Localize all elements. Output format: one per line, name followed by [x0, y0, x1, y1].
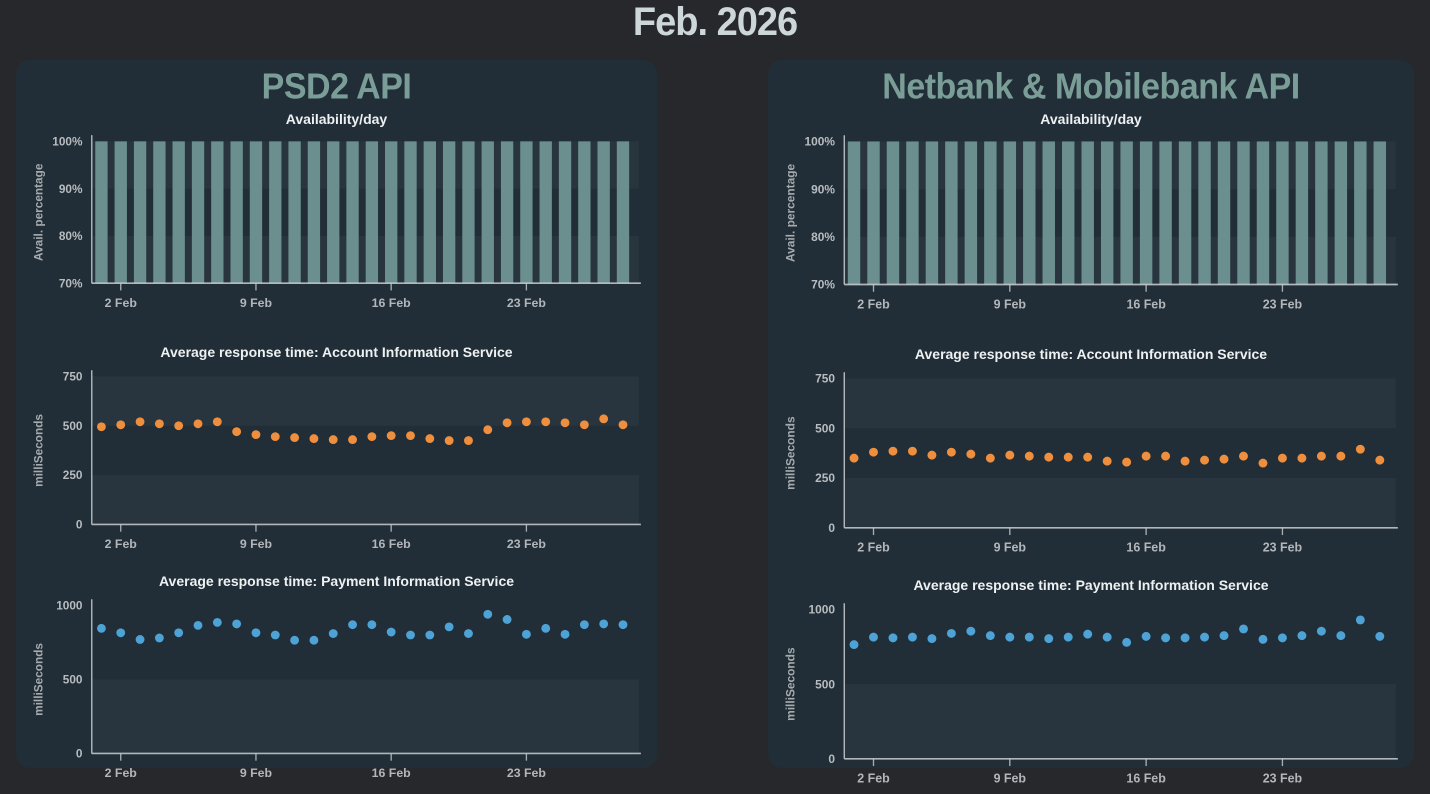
chart-title: Availability/day	[1040, 111, 1142, 127]
svg-text:70%: 70%	[59, 276, 83, 290]
pis-response-chart: Average response time: Payment Informati…	[28, 573, 645, 788]
svg-text:9 Feb: 9 Feb	[994, 771, 1027, 785]
svg-text:100%: 100%	[52, 134, 83, 148]
availability-bar-chart: 2 Feb 9 Feb 16 Feb 23 Feb 100% 90% 80% 70% Avail…	[31, 134, 641, 310]
svg-text:2 Feb: 2 Feb	[105, 537, 138, 551]
svg-text:0: 0	[76, 747, 83, 761]
svg-text:2 Feb: 2 Feb	[105, 767, 138, 781]
svg-text:16 Feb: 16 Feb	[372, 767, 412, 781]
svg-text:500: 500	[63, 419, 83, 433]
svg-text:500: 500	[815, 677, 835, 691]
svg-text:250: 250	[815, 471, 835, 485]
svg-text:0: 0	[828, 751, 835, 765]
chart-title: Average response time: Account Informati…	[160, 344, 513, 361]
svg-text:90%: 90%	[59, 182, 83, 196]
svg-text:16 Feb: 16 Feb	[1126, 297, 1166, 311]
svg-text:500: 500	[815, 421, 835, 435]
svg-text:23 Feb: 23 Feb	[1263, 771, 1303, 785]
chart-title: Average response time: Payment Informati…	[913, 576, 1269, 593]
svg-text:750: 750	[63, 370, 83, 384]
svg-text:0: 0	[76, 518, 83, 532]
svg-text:2 Feb: 2 Feb	[857, 540, 890, 554]
svg-text:16 Feb: 16 Feb	[1126, 771, 1166, 785]
svg-text:9 Feb: 9 Feb	[240, 537, 273, 551]
svg-text:2 Feb: 2 Feb	[857, 297, 890, 311]
chart-title: Average response time: Account Informati…	[914, 345, 1268, 362]
y-axis-title: Avail. percentage	[784, 164, 798, 263]
svg-text:100%: 100%	[805, 135, 836, 149]
pis-scatter-chart: 2 Feb 9 Feb 16 Feb 23 Feb 1000 500 0 milliSecon…	[784, 602, 1398, 785]
svg-text:80%: 80%	[59, 229, 83, 243]
pis-scatter-chart: 2 Feb 9 Feb 16 Feb 23 Feb 1000 500 0 milliSecon…	[31, 599, 641, 781]
chart-title: Average response time: Payment Informati…	[158, 573, 515, 590]
availability-chart: Availability/day 2 Feb 9 Feb 16 Feb 23 Feb 1…	[780, 111, 1402, 314]
svg-text:90%: 90%	[811, 182, 835, 196]
svg-text:750: 750	[815, 371, 835, 385]
y-axis-title: milliSeconds	[784, 647, 798, 721]
availability-chart: Availability/day 2 Feb 9 Feb 16 Feb 23 Feb 1…	[28, 111, 645, 312]
panel-title: Netbank & Mobilebank API	[882, 67, 1300, 107]
svg-text:1000: 1000	[808, 602, 835, 616]
ais-response-chart: Average response time: Account Informati…	[780, 346, 1402, 563]
svg-text:23 Feb: 23 Feb	[1263, 297, 1303, 311]
y-axis-title: milliSeconds	[31, 643, 45, 716]
svg-text:9 Feb: 9 Feb	[240, 767, 273, 781]
svg-text:16 Feb: 16 Feb	[372, 296, 412, 310]
y-axis-title: milliSeconds	[31, 414, 45, 487]
svg-text:16 Feb: 16 Feb	[1126, 540, 1166, 554]
availability-bar-chart: 2 Feb 9 Feb 16 Feb 23 Feb 100% 90% 80% 70% Avail…	[784, 135, 1398, 311]
chart-title: Availability/day	[285, 111, 388, 127]
svg-text:500: 500	[63, 673, 83, 687]
svg-text:23 Feb: 23 Feb	[507, 537, 547, 551]
panel-psd2-api: PSD2 API Availability/day 2 Feb 9 Feb 16 F…	[16, 60, 657, 781]
y-axis-title: Avail. percentage	[31, 163, 45, 261]
ais-response-chart: Average response time: Account Informati…	[28, 344, 645, 559]
y-axis-title: milliSeconds	[784, 416, 798, 490]
dashboard-panels: PSD2 API Availability/day 2 Feb 9 Feb 16 F…	[0, 60, 1430, 785]
svg-text:1000: 1000	[56, 599, 83, 613]
svg-text:16 Feb: 16 Feb	[372, 537, 412, 551]
ais-scatter-chart: 2 Feb 9 Feb 16 Feb 23 Feb 750 500 250 0 milliSec…	[31, 370, 641, 551]
ais-scatter-chart: 2 Feb 9 Feb 16 Feb 23 Feb 750 500 250 0 milliSec…	[784, 371, 1398, 554]
svg-text:23 Feb: 23 Feb	[1263, 540, 1303, 554]
svg-text:80%: 80%	[811, 230, 835, 244]
svg-text:0: 0	[828, 520, 835, 534]
svg-text:250: 250	[63, 468, 83, 482]
page-title: Feb. 2026	[632, 0, 798, 45]
svg-text:23 Feb: 23 Feb	[507, 296, 547, 310]
svg-text:9 Feb: 9 Feb	[994, 540, 1027, 554]
svg-text:70%: 70%	[811, 278, 835, 292]
svg-text:2 Feb: 2 Feb	[857, 771, 890, 785]
panel-title: PSD2 API	[261, 67, 412, 107]
svg-text:9 Feb: 9 Feb	[994, 297, 1027, 311]
svg-text:9 Feb: 9 Feb	[240, 296, 273, 310]
svg-text:23 Feb: 23 Feb	[507, 767, 547, 781]
panel-netbank-mobilebank-api: Netbank & Mobilebank API Availability/da…	[768, 60, 1414, 785]
svg-text:2 Feb: 2 Feb	[105, 296, 138, 310]
pis-response-chart: Average response time: Payment Informati…	[780, 577, 1402, 794]
